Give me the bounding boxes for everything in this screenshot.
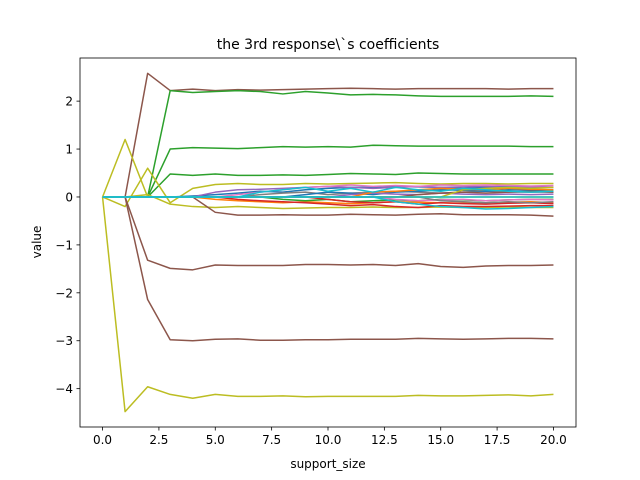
y-tick-label: −1 bbox=[55, 238, 73, 252]
plot-lines bbox=[101, 72, 554, 413]
x-tick-label: 7.5 bbox=[262, 433, 281, 447]
series-line-6 bbox=[102, 167, 554, 208]
series-line-4 bbox=[102, 172, 554, 198]
series-line-9 bbox=[102, 196, 554, 271]
x-tick-label: 2.5 bbox=[149, 433, 168, 447]
y-axis-label: value bbox=[30, 226, 44, 259]
x-tick-label: 0.0 bbox=[93, 433, 112, 447]
y-tick-label: 0 bbox=[65, 190, 73, 204]
y-tick-label: −4 bbox=[55, 382, 73, 396]
y-tick-label: −3 bbox=[55, 334, 73, 348]
x-tick-label: 10.0 bbox=[315, 433, 342, 447]
series-line-1 bbox=[102, 72, 554, 198]
series-line-2 bbox=[102, 89, 554, 198]
x-tick-label: 12.5 bbox=[371, 433, 398, 447]
chart-title: the 3rd response\`s coefficients bbox=[217, 37, 440, 53]
y-tick-label: −2 bbox=[55, 286, 73, 300]
ticks: 0.0 2.5 5.0 7.5 10.0 12.5 15.0 17.5 20.0 −4 −3 −2 −1… bbox=[55, 95, 567, 447]
series-line-10 bbox=[102, 196, 554, 342]
x-tick-label: 15.0 bbox=[427, 433, 454, 447]
y-tick-label: 2 bbox=[65, 95, 73, 109]
series-line-3 bbox=[102, 144, 554, 198]
x-tick-label: 20.0 bbox=[540, 433, 567, 447]
y-tick-label: 1 bbox=[65, 143, 73, 157]
series-line-8 bbox=[101, 196, 554, 413]
x-tick-label: 17.5 bbox=[484, 433, 511, 447]
x-axis-label: support_size bbox=[290, 457, 365, 471]
series-line-7 bbox=[102, 193, 554, 210]
x-tick-label: 5.0 bbox=[206, 433, 225, 447]
